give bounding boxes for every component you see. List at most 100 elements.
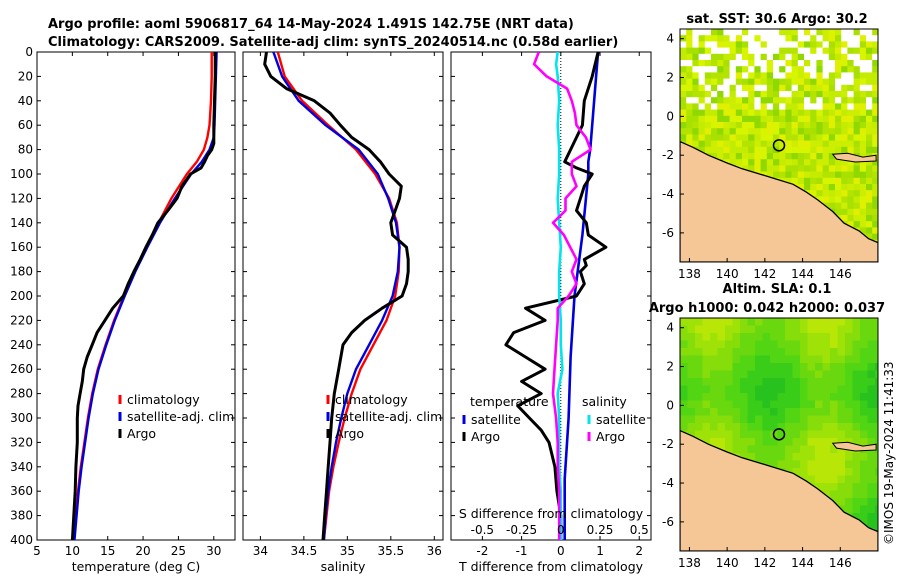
map-cell bbox=[872, 103, 878, 110]
map-cell bbox=[747, 430, 756, 439]
map-cell bbox=[797, 66, 805, 73]
map-cell bbox=[841, 184, 848, 191]
map-cell bbox=[766, 165, 774, 172]
map-cell bbox=[822, 140, 830, 148]
x-tick-label: 144 bbox=[791, 556, 814, 570]
map-cell bbox=[695, 340, 703, 349]
map-cell bbox=[841, 165, 848, 172]
map-cell bbox=[810, 72, 817, 79]
map-cell bbox=[830, 415, 838, 424]
map-cell bbox=[867, 468, 876, 476]
map-cell bbox=[867, 460, 876, 469]
map-cell bbox=[822, 165, 830, 172]
map-cell bbox=[754, 66, 761, 73]
map-cell bbox=[773, 29, 780, 36]
map-cell bbox=[754, 153, 761, 160]
map-cell bbox=[822, 415, 831, 424]
map-cell bbox=[853, 122, 861, 129]
x-tick-label: 35.5 bbox=[377, 544, 404, 558]
map-cell bbox=[807, 400, 816, 409]
map-cell bbox=[717, 60, 724, 67]
map-cell bbox=[859, 29, 867, 36]
map-cell bbox=[810, 122, 817, 129]
map-cell bbox=[847, 159, 854, 166]
map-cell bbox=[680, 333, 688, 341]
map-cell bbox=[872, 221, 878, 228]
map-cell bbox=[735, 35, 743, 42]
map-cell bbox=[867, 340, 876, 349]
map-cell bbox=[859, 196, 867, 203]
map-cell bbox=[710, 408, 718, 416]
map-cell bbox=[866, 29, 873, 36]
map-cell bbox=[754, 159, 761, 166]
map-cell bbox=[791, 165, 799, 172]
map-cell bbox=[770, 370, 778, 379]
map-cell bbox=[830, 385, 838, 394]
map-cell bbox=[785, 408, 793, 416]
map-cell bbox=[837, 490, 846, 499]
map-cell bbox=[773, 165, 780, 172]
map-cell bbox=[859, 115, 867, 123]
map-cell bbox=[760, 35, 768, 42]
map-cell bbox=[723, 109, 730, 117]
map-cell bbox=[702, 385, 711, 394]
map-cell bbox=[841, 41, 848, 48]
map-cell bbox=[698, 109, 706, 117]
map-cell bbox=[754, 109, 761, 117]
map-cell bbox=[866, 215, 873, 222]
x-tick-label: 142 bbox=[753, 556, 776, 570]
map-cell bbox=[835, 53, 842, 61]
map-cell bbox=[723, 97, 730, 104]
map-cell bbox=[704, 109, 712, 117]
map-cell bbox=[687, 325, 696, 334]
map-cell bbox=[847, 190, 854, 197]
map-cell bbox=[717, 109, 724, 117]
map-cell bbox=[875, 340, 878, 349]
map-cell bbox=[735, 159, 743, 166]
map-cell bbox=[695, 415, 703, 424]
map-cell bbox=[847, 208, 854, 216]
map-cell bbox=[867, 513, 876, 521]
map-cell bbox=[828, 146, 836, 154]
map-cell bbox=[732, 348, 741, 356]
map-cell bbox=[867, 415, 876, 424]
map-cell bbox=[828, 41, 836, 48]
map-cell bbox=[760, 91, 768, 98]
map-cell bbox=[740, 348, 748, 356]
map-cell bbox=[815, 415, 823, 424]
map-cell bbox=[770, 348, 778, 356]
map-cell bbox=[723, 29, 730, 36]
map-cell bbox=[816, 140, 823, 148]
map-cell bbox=[828, 29, 836, 36]
map-cell bbox=[835, 177, 842, 185]
map-cell bbox=[692, 29, 699, 36]
map-cell bbox=[785, 78, 792, 86]
map-cell bbox=[810, 134, 817, 141]
map-cell bbox=[807, 468, 816, 476]
map-cell bbox=[860, 490, 868, 499]
map-cell bbox=[770, 318, 778, 326]
map-cell bbox=[791, 109, 799, 117]
map-cell bbox=[815, 408, 823, 416]
map-cell bbox=[717, 423, 726, 431]
map-cell bbox=[729, 78, 737, 86]
map-cell bbox=[797, 115, 805, 123]
map-cell bbox=[754, 97, 761, 104]
map-cell bbox=[717, 325, 726, 334]
map-cell bbox=[792, 423, 801, 431]
map-cell bbox=[729, 41, 737, 48]
map-cell bbox=[692, 72, 699, 79]
map-cell bbox=[852, 475, 861, 484]
map-cell bbox=[777, 460, 786, 469]
map-cell bbox=[686, 47, 693, 55]
map-cell bbox=[866, 91, 873, 98]
map-cell bbox=[835, 66, 842, 73]
map-cell bbox=[698, 41, 706, 48]
map-cell bbox=[837, 415, 846, 424]
y-tick-label: -4 bbox=[662, 187, 674, 201]
map-cell bbox=[867, 505, 876, 514]
map-cell bbox=[867, 393, 876, 401]
map-cell bbox=[822, 128, 830, 135]
map-cell bbox=[872, 109, 878, 117]
map-cell bbox=[702, 393, 711, 401]
